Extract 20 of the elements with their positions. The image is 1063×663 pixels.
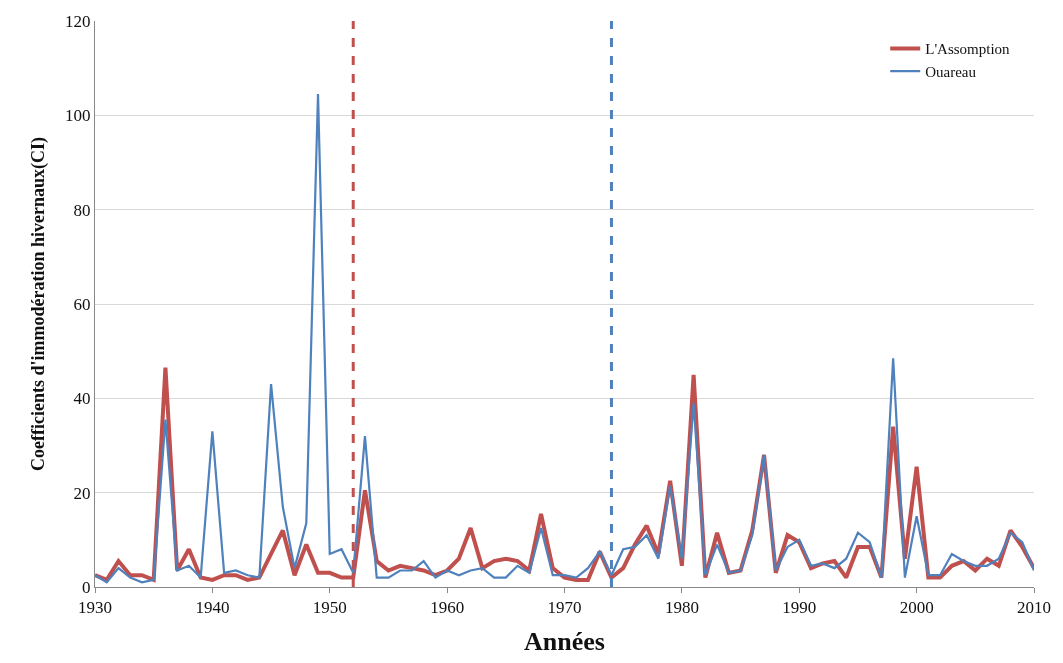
x-tick-label: 2010 bbox=[1017, 598, 1051, 618]
y-tick-label: 80 bbox=[73, 200, 91, 220]
y-tick-label: 60 bbox=[73, 294, 91, 314]
x-tick-label: 1980 bbox=[664, 598, 699, 618]
legend-label: L'Assomption bbox=[925, 41, 1011, 58]
x-axis-title: Années bbox=[524, 627, 605, 657]
x-tick-label: 1950 bbox=[312, 598, 347, 618]
legend-label: Ouareau bbox=[925, 63, 977, 80]
x-tick-label: 1930 bbox=[78, 598, 112, 618]
y-tick-label: 0 bbox=[82, 577, 91, 597]
y-tick-label: 20 bbox=[73, 483, 91, 503]
x-tick-label: 1990 bbox=[782, 598, 817, 618]
y-tick-label: 40 bbox=[73, 389, 91, 409]
x-tick-label: 2000 bbox=[899, 598, 934, 618]
x-tick-label: 1970 bbox=[547, 598, 582, 618]
x-tick-label: 1940 bbox=[195, 598, 230, 618]
x-tick-label: 1960 bbox=[430, 598, 465, 618]
y-axis-title: Coefficients d'immodération hivernaux(CI) bbox=[28, 137, 50, 471]
y-tick-label: 100 bbox=[65, 106, 91, 126]
y-tick-label: 120 bbox=[65, 11, 91, 31]
